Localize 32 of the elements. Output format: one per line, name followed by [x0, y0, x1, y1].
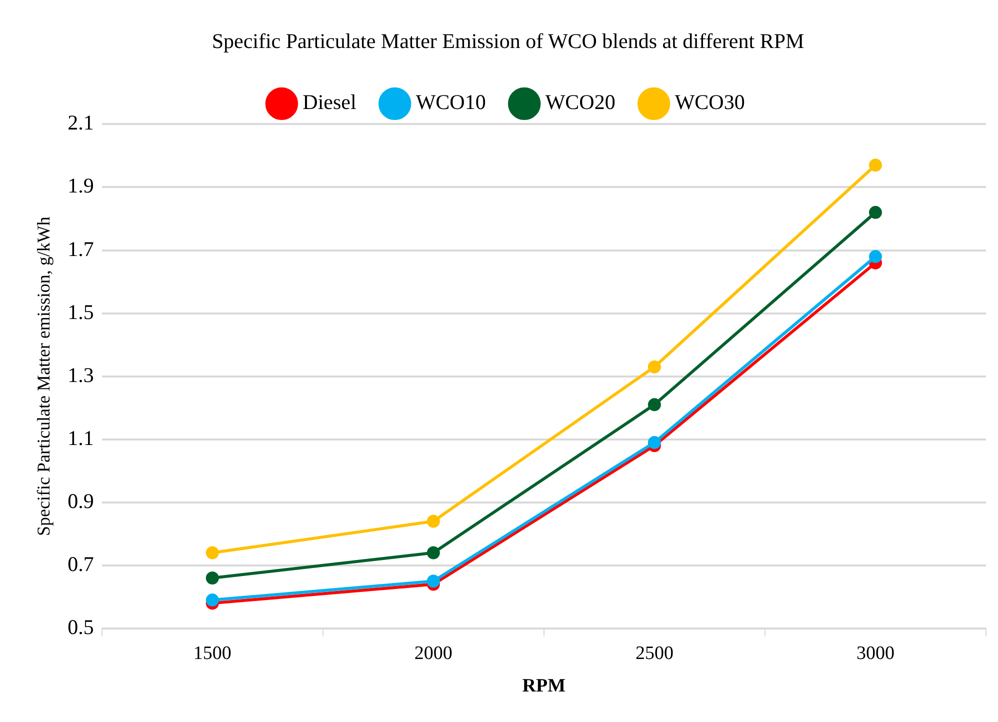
y-tick-label: 2.1 [68, 110, 94, 135]
point [206, 594, 219, 607]
x-tick-label: 2000 [414, 642, 452, 664]
y-tick-label: 0.9 [68, 488, 94, 513]
point [868, 158, 882, 172]
chart-title: Specific Particulate Matter Emission of WCO blends at different RPM [212, 29, 805, 54]
legend-label: Diesel [302, 90, 356, 114]
legend-label: WCO10 [416, 90, 486, 114]
x-tick-label: 2500 [635, 642, 674, 664]
point [426, 574, 440, 588]
y-tick-label: 1.3 [68, 362, 94, 387]
legend-label: WCO20 [545, 90, 616, 114]
y-tick-label: 1.1 [68, 426, 94, 450]
point [868, 250, 882, 264]
y-axis-title: Specific Particulate Matter emission, g/kWh [34, 216, 54, 536]
point [426, 514, 440, 528]
y-tick-label: 1.5 [68, 300, 94, 324]
point [868, 206, 882, 219]
y-tick-label: 0.7 [68, 552, 94, 576]
point [206, 546, 219, 560]
point [206, 571, 219, 584]
y-tick-label: 1.7 [68, 236, 94, 261]
legend-label: WCO30 [674, 90, 745, 114]
y-tick-label: 0.5 [68, 614, 94, 639]
point [648, 360, 661, 374]
x-axis-title: RPM [522, 676, 566, 697]
point [648, 436, 661, 449]
point [648, 398, 661, 412]
point [426, 546, 440, 560]
x-tick-label: 3000 [856, 642, 894, 664]
y-tick-label: 1.9 [68, 174, 94, 198]
x-tick-label: 1500 [193, 642, 232, 664]
